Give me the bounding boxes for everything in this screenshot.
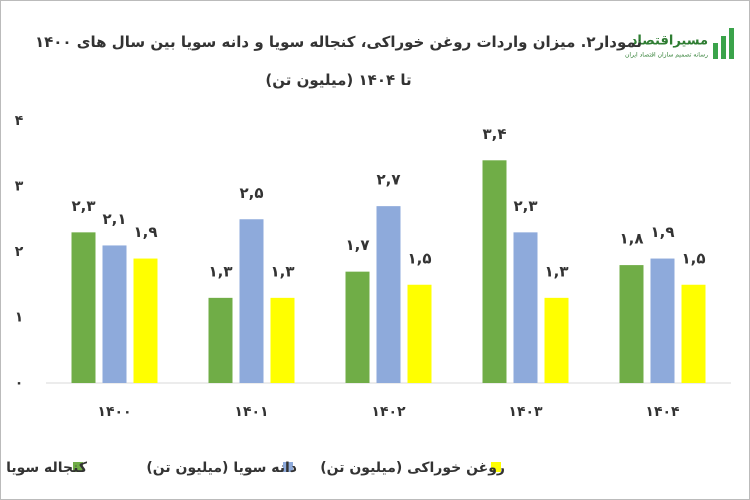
- y-tick-label: ۲: [15, 244, 24, 260]
- x-tick-label: ۱۴۰۳: [508, 404, 543, 420]
- x-tick-label: ۱۴۰۴: [645, 404, 680, 420]
- bar: [619, 265, 644, 383]
- legend-swatch: [73, 462, 83, 472]
- legend-label: کنجاله سویا (میلیون تن): [1, 460, 88, 476]
- value-label: ۱,۷: [345, 236, 369, 254]
- bar: [681, 284, 706, 383]
- value-label: ۱,۳: [208, 262, 232, 280]
- bar: [345, 271, 370, 383]
- bar: [544, 297, 569, 383]
- bar: [482, 160, 507, 383]
- bar: [270, 297, 295, 383]
- x-tick-label: ۱۴۰۲: [371, 404, 406, 420]
- value-label: ۲,۱: [102, 210, 126, 228]
- value-label: ۲,۳: [513, 197, 537, 215]
- bar: [650, 258, 675, 383]
- legend-swatch: [283, 462, 293, 472]
- value-label: ۱,۵: [407, 249, 431, 267]
- bar: [102, 245, 127, 383]
- bar: [513, 232, 538, 383]
- y-tick-label: ۱: [15, 310, 24, 326]
- bar: [133, 258, 158, 383]
- bar: [376, 206, 401, 383]
- y-tick-label: ۳: [15, 179, 24, 195]
- value-label: ۲,۷: [376, 171, 400, 189]
- value-label: ۱,۹: [133, 223, 157, 241]
- bar: [71, 232, 96, 383]
- value-label: ۳,۴: [482, 125, 506, 143]
- bar: [407, 284, 432, 383]
- chart-title: نمودار۲. میزان واردات روغن خوراکی، کنجال…: [34, 33, 643, 89]
- y-tick-label: ۰: [15, 375, 24, 391]
- x-tick-label: ۱۴۰۱: [234, 404, 268, 420]
- logo-tagline: رسانه تصمیم سازان اقتصاد ایران: [625, 52, 708, 59]
- legend-label: دانه سویا (میلیون تن): [146, 460, 297, 476]
- value-label: ۱,۳: [544, 262, 568, 280]
- value-label: ۱,۸: [619, 230, 643, 248]
- value-label: ۱,۳: [270, 262, 294, 280]
- x-tick-label: ۱۴۰۰: [97, 404, 131, 420]
- legend-label: روغن خوراکی (میلیون تن): [320, 460, 505, 476]
- bar: [239, 219, 264, 383]
- logo-icon: [713, 28, 734, 59]
- value-label: ۲,۵: [239, 184, 263, 202]
- logo-name: مسیراقتصاد: [631, 34, 708, 49]
- bar: [208, 297, 233, 383]
- y-tick-label: ۴: [15, 113, 24, 129]
- value-label: ۱,۹: [650, 223, 674, 241]
- legend-swatch: [491, 462, 501, 472]
- value-label: ۱,۵: [681, 249, 705, 267]
- value-label: ۲,۳: [71, 197, 95, 215]
